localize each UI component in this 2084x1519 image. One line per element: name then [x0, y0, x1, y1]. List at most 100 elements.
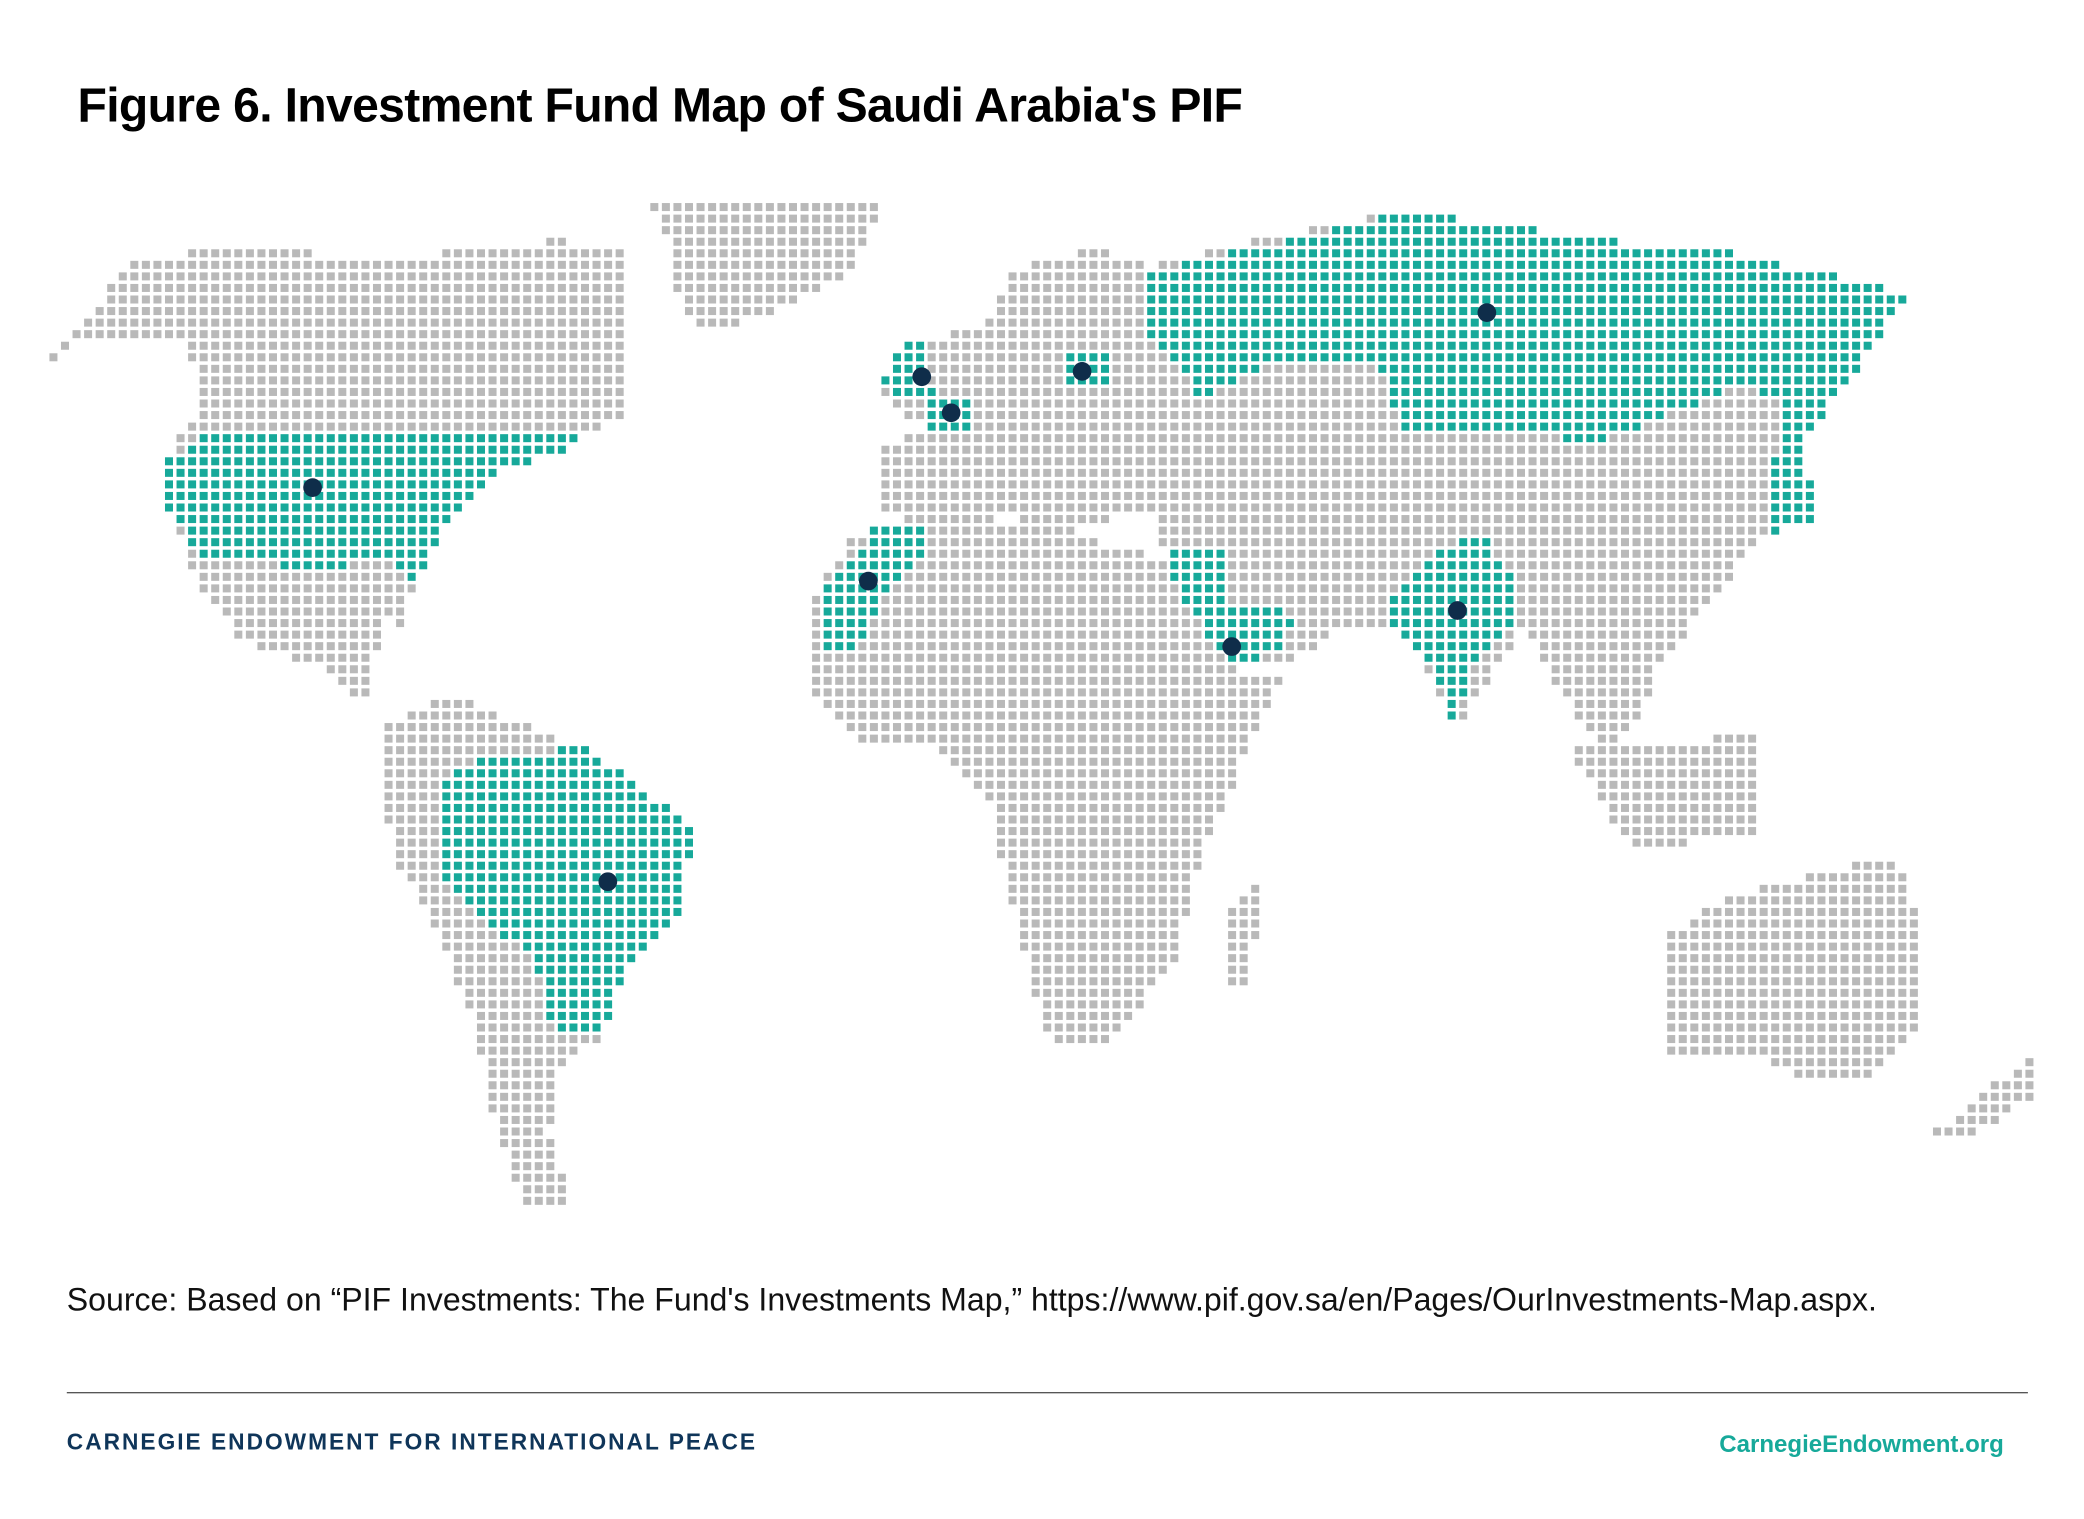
land-dot	[511, 734, 520, 743]
land-dot	[1678, 815, 1687, 824]
invested-country-dot	[1308, 260, 1317, 269]
land-dot	[546, 260, 555, 269]
land-dot	[557, 260, 566, 269]
land-dot	[1135, 723, 1144, 732]
invested-country-dot	[604, 838, 613, 847]
invested-country-dot	[1459, 330, 1468, 339]
land-dot	[1574, 757, 1583, 766]
invested-country-dot	[1597, 341, 1606, 350]
land-dot	[245, 584, 254, 593]
land-dot	[1020, 307, 1029, 316]
land-dot	[973, 769, 982, 778]
land-dot	[1124, 445, 1133, 454]
invested-country-dot	[858, 607, 867, 616]
invested-country-dot	[1459, 353, 1468, 362]
land-dot	[777, 295, 786, 304]
land-dot	[1505, 549, 1514, 558]
land-dot	[1077, 665, 1086, 674]
invested-country-dot	[1551, 376, 1560, 385]
land-dot	[1632, 515, 1641, 524]
invested-country-dot	[1436, 387, 1445, 396]
land-dot	[349, 318, 358, 327]
invested-country-dot	[580, 838, 589, 847]
land-dot	[939, 364, 948, 373]
land-dot	[384, 330, 393, 339]
land-dot	[684, 260, 693, 269]
land-dot	[1632, 595, 1641, 604]
land-dot	[1216, 769, 1225, 778]
invested-country-dot	[1412, 272, 1421, 281]
land-dot	[1112, 260, 1121, 269]
invested-country-dot	[292, 549, 301, 558]
land-dot	[1632, 827, 1641, 836]
invested-country-dot	[1285, 237, 1294, 246]
land-dot	[1516, 526, 1525, 535]
land-dot	[962, 699, 971, 708]
land-dot	[1216, 387, 1225, 396]
invested-country-dot	[1332, 249, 1341, 258]
invested-country-dot	[604, 803, 613, 812]
land-dot	[372, 272, 381, 281]
land-dot	[430, 318, 439, 327]
invested-country-dot	[557, 850, 566, 859]
land-dot	[1100, 850, 1109, 859]
invested-country-dot	[257, 445, 266, 454]
land-dot	[1528, 595, 1537, 604]
invested-country-dot	[1817, 411, 1826, 420]
land-dot	[1713, 468, 1722, 477]
land-dot	[1204, 769, 1213, 778]
land-dot	[962, 387, 971, 396]
invested-country-dot	[580, 815, 589, 824]
land-dot	[1158, 411, 1167, 420]
invested-country-dot	[592, 792, 601, 801]
land-dot	[1493, 549, 1502, 558]
land-dot	[916, 595, 925, 604]
land-dot	[1308, 376, 1317, 385]
land-dot	[1644, 688, 1653, 697]
land-dot	[1597, 757, 1606, 766]
invested-country-dot	[1817, 376, 1826, 385]
land-dot	[1285, 468, 1294, 477]
land-dot	[1043, 630, 1052, 639]
land-dot	[1204, 699, 1213, 708]
land-dot	[904, 676, 913, 685]
invested-country-dot	[465, 850, 474, 859]
land-dot	[1701, 526, 1710, 535]
land-dot	[1262, 688, 1271, 697]
land-dot	[835, 272, 844, 281]
land-dot	[1771, 411, 1780, 420]
invested-country-dot	[361, 526, 370, 535]
land-dot	[407, 734, 416, 743]
land-dot	[1054, 757, 1063, 766]
land-dot	[1482, 653, 1491, 662]
invested-country-dot	[1482, 341, 1491, 350]
invested-country-dot	[1216, 330, 1225, 339]
land-dot	[1597, 653, 1606, 662]
land-dot	[973, 723, 982, 732]
land-dot	[1551, 549, 1560, 558]
land-dot	[257, 561, 266, 570]
invested-country-dot	[1805, 307, 1814, 316]
land-dot	[222, 260, 231, 269]
invested-country-dot	[1482, 595, 1491, 604]
land-dot	[315, 584, 324, 593]
land-dot	[1193, 468, 1202, 477]
land-dot	[1008, 491, 1017, 500]
land-dot	[1239, 411, 1248, 420]
invested-country-dot	[1586, 295, 1595, 304]
land-dot	[985, 676, 994, 685]
land-dot	[1308, 503, 1317, 512]
invested-country-dot	[1412, 376, 1421, 385]
land-dot	[1147, 584, 1156, 593]
land-dot	[1609, 723, 1618, 732]
land-dot	[1100, 769, 1109, 778]
invested-country-dot	[881, 561, 890, 570]
invested-country-dot	[1204, 272, 1213, 281]
invested-country-dot	[1771, 503, 1780, 512]
invested-country-dot	[1459, 237, 1468, 246]
invested-country-dot	[1100, 376, 1109, 385]
invested-country-dot	[1586, 411, 1595, 420]
land-dot	[604, 295, 613, 304]
invested-country-dot	[1378, 341, 1387, 350]
invested-country-dot	[1401, 341, 1410, 350]
